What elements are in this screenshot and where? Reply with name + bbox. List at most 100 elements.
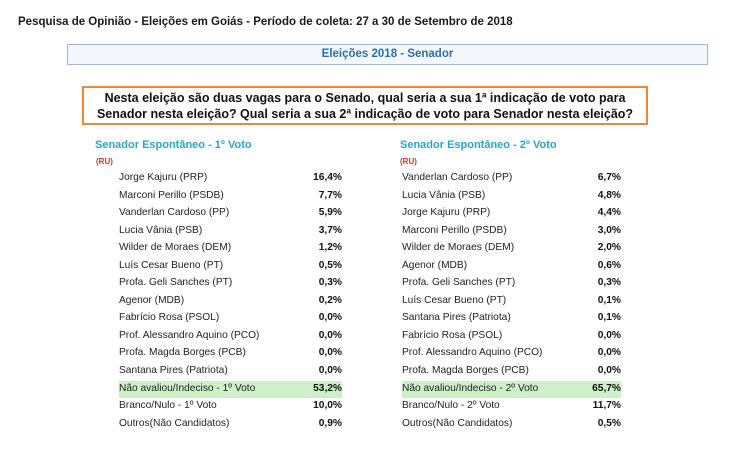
vote-percentage: 4,8% bbox=[597, 189, 621, 201]
candidate-name: Outros(Não Candidatos) bbox=[402, 417, 513, 429]
candidate-name: Fabrício Rosa (PSOL) bbox=[119, 312, 220, 324]
table-row-highlighted: Não avaliou/Indeciso - 1º Voto 53,2% bbox=[119, 380, 342, 399]
right-column-title: Senador Espontâneo - 2º Voto bbox=[400, 139, 557, 151]
vote-percentage: 3,7% bbox=[318, 224, 342, 236]
vote-percentage: 0,2% bbox=[318, 294, 342, 306]
left-results-table: Jorge Kajuru (PRP) 16,4% Marconi Perillo (… bbox=[119, 170, 342, 433]
vote-percentage: 0,0% bbox=[597, 365, 621, 377]
question-line-1: Nesta eleição são duas vagas para o Sena… bbox=[104, 91, 626, 105]
table-row: Fabrício Rosa (PSOL) 0,0% bbox=[119, 310, 342, 328]
vote-percentage: 53,2% bbox=[313, 382, 342, 394]
table-row: Branco/Nulo - 2º Voto 11,7% bbox=[402, 398, 621, 416]
table-row: Agenor (MDB) 0,2% bbox=[119, 293, 342, 311]
vote-percentage: 0,0% bbox=[318, 347, 342, 359]
vote-percentage: 0,0% bbox=[597, 347, 621, 359]
table-row: Marconi Perillo (PSDB) 3,0% bbox=[402, 223, 621, 241]
vote-percentage: 5,9% bbox=[318, 207, 342, 219]
vote-percentage: 0,1% bbox=[597, 294, 621, 306]
candidate-name: Prof. Alessandro Aquino (PCO) bbox=[402, 347, 543, 359]
vote-percentage: 2,0% bbox=[597, 242, 621, 254]
vote-percentage: 7,7% bbox=[318, 189, 342, 201]
document-title: Pesquisa de Opinião - Eleições em Goiás … bbox=[18, 16, 513, 28]
vote-percentage: 0,3% bbox=[597, 277, 621, 289]
table-row: Wilder de Moraes (DEM) 2,0% bbox=[402, 240, 621, 258]
vote-percentage: 0,5% bbox=[318, 259, 342, 271]
table-row: Wilder de Moraes (DEM) 1,2% bbox=[119, 240, 342, 258]
candidate-name: Outros(Não Candidatos) bbox=[119, 417, 230, 429]
table-row: Branco/Nulo - 1º Voto 10,0% bbox=[119, 398, 342, 416]
table-row: Profa. Geli Sanches (PT) 0,3% bbox=[119, 275, 342, 293]
table-row: Prof. Alessandro Aquino (PCO) 0,0% bbox=[402, 345, 621, 363]
table-row: Jorge Kajuru (PRP) 4,4% bbox=[402, 205, 621, 223]
candidate-name: Profa. Magda Borges (PCB) bbox=[402, 365, 529, 377]
vote-percentage: 11,7% bbox=[592, 400, 621, 412]
table-row: Outros(Não Candidatos) 0,5% bbox=[402, 416, 621, 434]
candidate-name: Fabrício Rosa (PSOL) bbox=[402, 329, 503, 341]
section-title: Eleições 2018 - Senador bbox=[67, 44, 708, 65]
vote-percentage: 1,2% bbox=[318, 242, 342, 254]
candidate-name: Branco/Nulo - 2º Voto bbox=[402, 400, 500, 412]
table-row: Profa. Magda Borges (PCB) 0,0% bbox=[119, 345, 342, 363]
candidate-name: Santana Pires (Patriota) bbox=[119, 365, 228, 377]
candidate-name: Profa. Geli Sanches (PT) bbox=[402, 277, 516, 289]
candidate-name: Wilder de Moraes (DEM) bbox=[402, 242, 515, 254]
candidate-name: Jorge Kajuru (PRP) bbox=[119, 172, 208, 183]
candidate-name: Jorge Kajuru (PRP) bbox=[402, 207, 491, 219]
vote-percentage: 0,0% bbox=[318, 312, 342, 324]
candidate-name: Não avaliou/Indeciso - 1º Voto bbox=[119, 382, 256, 394]
right-results-table: Vanderlan Cardoso (PP) 6,7% Lucia Vânia (P… bbox=[402, 170, 621, 433]
vote-percentage: 0,1% bbox=[597, 312, 621, 324]
left-column-title: Senador Espontâneo - 1º Voto bbox=[95, 139, 252, 151]
table-row: Agenor (MDB) 0,6% bbox=[402, 258, 621, 276]
vote-percentage: 0,9% bbox=[318, 417, 342, 429]
table-row: Fabrício Rosa (PSOL) 0,0% bbox=[402, 328, 621, 346]
candidate-name: Lucia Vânia (PSB) bbox=[402, 189, 486, 201]
vote-percentage: 6,7% bbox=[597, 172, 621, 183]
vote-percentage: 0,6% bbox=[597, 259, 621, 271]
right-ru-tag: (RU) bbox=[400, 157, 417, 166]
candidate-name: Agenor (MDB) bbox=[402, 259, 468, 271]
table-row: Profa. Magda Borges (PCB) 0,0% bbox=[402, 363, 621, 381]
table-row: Vanderlan Cardoso (PP) 6,7% bbox=[402, 170, 621, 188]
candidate-name: Vanderlan Cardoso (PP) bbox=[119, 207, 230, 219]
candidate-name: Profa. Magda Borges (PCB) bbox=[119, 347, 246, 359]
candidate-name: Branco/Nulo - 1º Voto bbox=[119, 400, 217, 412]
candidate-name: Vanderlan Cardoso (PP) bbox=[402, 172, 513, 183]
vote-percentage: 0,5% bbox=[597, 417, 621, 429]
vote-percentage: 10,0% bbox=[313, 400, 342, 412]
vote-percentage: 3,0% bbox=[597, 224, 621, 236]
candidate-name: Agenor (MDB) bbox=[119, 294, 185, 306]
table-row: Vanderlan Cardoso (PP) 5,9% bbox=[119, 205, 342, 223]
candidate-name: Luís Cesar Bueno (PT) bbox=[402, 294, 507, 306]
vote-percentage: 0,0% bbox=[318, 329, 342, 341]
table-row: Marconi Perillo (PSDB) 7,7% bbox=[119, 188, 342, 206]
table-row: Prof. Alessandro Aquino (PCO) 0,0% bbox=[119, 328, 342, 346]
question-line-2: Senador nesta eleição? Qual seria a sua … bbox=[96, 107, 634, 121]
vote-percentage: 4,4% bbox=[597, 207, 621, 219]
table-row: Lucia Vânia (PSB) 3,7% bbox=[119, 223, 342, 241]
candidate-name: Lucia Vânia (PSB) bbox=[119, 224, 203, 236]
vote-percentage: 0,0% bbox=[597, 329, 621, 341]
candidate-name: Luís Cesar Bueno (PT) bbox=[119, 259, 224, 271]
table-row: Luís Cesar Bueno (PT) 0,1% bbox=[402, 293, 621, 311]
candidate-name: Marconi Perillo (PSDB) bbox=[402, 224, 507, 236]
table-row: Outros(Não Candidatos) 0,9% bbox=[119, 416, 342, 434]
vote-percentage: 0,0% bbox=[318, 365, 342, 377]
vote-percentage: 65,7% bbox=[592, 382, 621, 394]
table-row: Luís Cesar Bueno (PT) 0,5% bbox=[119, 258, 342, 276]
candidate-name: Profa. Geli Sanches (PT) bbox=[119, 277, 233, 289]
table-row: Lucia Vânia (PSB) 4,8% bbox=[402, 188, 621, 206]
candidate-name: Prof. Alessandro Aquino (PCO) bbox=[119, 329, 260, 341]
candidate-name: Santana Pires (Patriota) bbox=[402, 312, 511, 324]
table-row: Santana Pires (Patriota) 0,0% bbox=[119, 363, 342, 381]
question-box: Nesta eleição são duas vagas para o Sena… bbox=[82, 86, 648, 125]
vote-percentage: 16,4% bbox=[313, 172, 342, 183]
left-ru-tag: (RU) bbox=[96, 157, 113, 166]
table-row-highlighted: Não avaliou/Indeciso - 2º Voto 65,7% bbox=[402, 380, 621, 399]
table-row: Jorge Kajuru (PRP) 16,4% bbox=[119, 170, 342, 188]
candidate-name: Marconi Perillo (PSDB) bbox=[119, 189, 224, 201]
table-row: Profa. Geli Sanches (PT) 0,3% bbox=[402, 275, 621, 293]
candidate-name: Não avaliou/Indeciso - 2º Voto bbox=[402, 382, 539, 394]
candidate-name: Wilder de Moraes (DEM) bbox=[119, 242, 232, 254]
vote-percentage: 0,3% bbox=[318, 277, 342, 289]
